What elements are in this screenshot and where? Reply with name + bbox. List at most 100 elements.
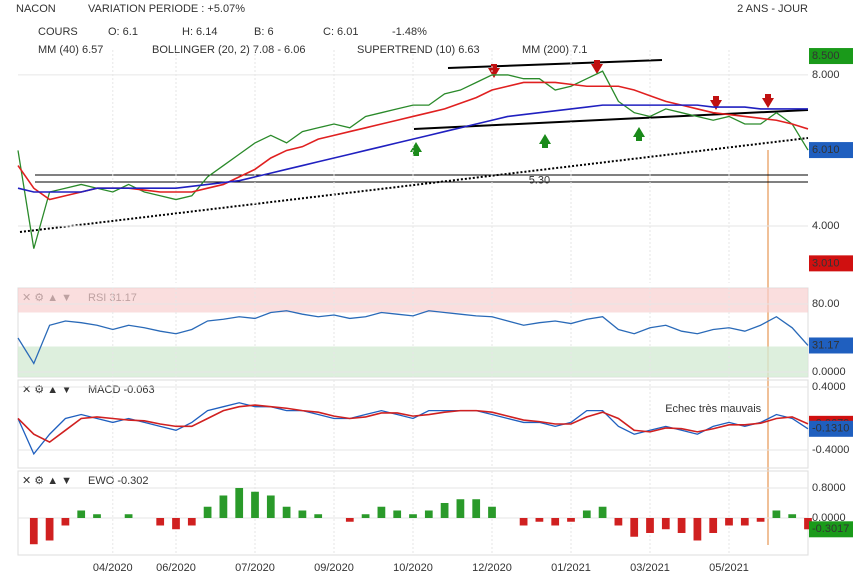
- bar: [456, 499, 465, 518]
- legend-item: MM (200) 7.1: [522, 44, 587, 56]
- series-line: [17, 104, 808, 193]
- y-tick-label: 0.0000: [812, 512, 846, 524]
- bar: [77, 510, 86, 518]
- bar: [582, 510, 591, 518]
- value-box-label: -0.1310: [812, 423, 849, 435]
- value-box-label: 8.500: [812, 50, 840, 62]
- bar: [614, 517, 623, 526]
- value-box-label: -0.3017: [812, 523, 849, 535]
- symbol: NACON: [16, 3, 56, 15]
- x-tick-label: 07/2020: [235, 562, 275, 574]
- bar: [551, 517, 560, 526]
- x-tick-label: 03/2021: [630, 562, 670, 574]
- y-tick-label: 4.000: [812, 220, 840, 232]
- bar: [345, 517, 354, 522]
- bar: [93, 514, 101, 518]
- y-tick-label: 80.00: [812, 298, 840, 310]
- x-tick-label: 09/2020: [314, 562, 354, 574]
- bar: [377, 506, 386, 518]
- bar: [693, 517, 702, 541]
- legend-item: BOLLINGER (20, 2) 7.08 - 6.06: [152, 44, 305, 56]
- support-line: [19, 137, 809, 233]
- bar: [251, 491, 259, 518]
- series-line: [17, 310, 809, 365]
- value-box: [809, 337, 853, 354]
- annotation: Echec très mauvais: [665, 403, 761, 415]
- bar: [172, 517, 180, 530]
- y-tick-label: 8.000: [812, 69, 840, 81]
- x-tick-label: 05/2021: [709, 562, 749, 574]
- bar: [235, 487, 244, 518]
- bar: [29, 517, 38, 545]
- bar: [472, 499, 481, 518]
- bar: [61, 517, 70, 526]
- bar: [598, 506, 607, 518]
- legend-item: C: 6.01: [323, 26, 358, 38]
- series-line: [17, 404, 809, 444]
- bar: [488, 506, 496, 518]
- bar: [298, 510, 307, 518]
- variation: VARIATION PERIODE : +5.07%: [88, 3, 245, 15]
- y-tick-label: 0.8000: [812, 482, 846, 494]
- legend-item: H: 6.14: [182, 26, 217, 38]
- x-tick-label: 01/2021: [551, 562, 591, 574]
- x-tick-label: 04/2020: [93, 562, 133, 574]
- bar: [45, 517, 54, 541]
- legend-item: SUPERTREND (10) 6.63: [357, 44, 480, 56]
- value-box: [809, 142, 853, 159]
- legend-item: B: 6: [254, 26, 274, 38]
- bar: [440, 502, 449, 518]
- y-tick-label: 0.4000: [812, 381, 846, 393]
- value-box: [809, 255, 853, 272]
- x-tick-label: 12/2020: [472, 562, 512, 574]
- legend-item: O: 6.1: [108, 26, 138, 38]
- bar: [519, 517, 528, 526]
- legend-item: COURS: [38, 26, 78, 38]
- y-tick-label: -0.4000: [812, 444, 849, 456]
- bar: [424, 510, 433, 518]
- value-box: [809, 420, 853, 437]
- bar: [187, 517, 196, 526]
- bar: [756, 517, 765, 522]
- x-tick-label: 10/2020: [393, 562, 433, 574]
- bar: [535, 517, 544, 522]
- series-line: [17, 70, 809, 249]
- annotation: 5.30: [529, 175, 550, 187]
- bar: [646, 517, 654, 533]
- bar: [409, 514, 417, 518]
- x-tick-label: 06/2020: [156, 562, 196, 574]
- bar: [203, 506, 212, 518]
- bar: [266, 495, 275, 518]
- bar: [740, 517, 749, 526]
- legend-item: MM (40) 6.57: [38, 44, 103, 56]
- legend-item: -1.48%: [392, 26, 427, 38]
- bar: [219, 495, 228, 518]
- bar: [361, 514, 370, 518]
- bar: [124, 514, 133, 518]
- bar: [156, 517, 165, 526]
- bar: [393, 510, 402, 518]
- bar: [772, 510, 781, 518]
- bar: [314, 514, 323, 518]
- period: 2 ANS - JOUR: [737, 3, 808, 15]
- panel-title: EWO -0.302: [88, 475, 149, 487]
- bar: [709, 517, 718, 533]
- trend-line: [447, 59, 663, 69]
- value-box-label: 3.010: [812, 257, 840, 269]
- value-box-label: 6.010: [812, 144, 840, 156]
- bar: [788, 514, 797, 518]
- bar: [630, 517, 639, 537]
- trend-line: [413, 109, 809, 130]
- bar: [725, 517, 733, 526]
- value-box-label: 31.17: [812, 339, 840, 351]
- bar: [677, 517, 686, 533]
- panel-title: MACD -0.063: [88, 384, 155, 396]
- bar: [282, 506, 291, 518]
- panel-icons: ✕ ⚙ ▲ ▼: [22, 475, 72, 487]
- bar: [661, 517, 670, 530]
- value-box: [809, 48, 853, 65]
- bar: [804, 517, 812, 530]
- panel-icons: ✕ ⚙ ▲ ▼: [22, 384, 72, 396]
- bar: [567, 517, 575, 522]
